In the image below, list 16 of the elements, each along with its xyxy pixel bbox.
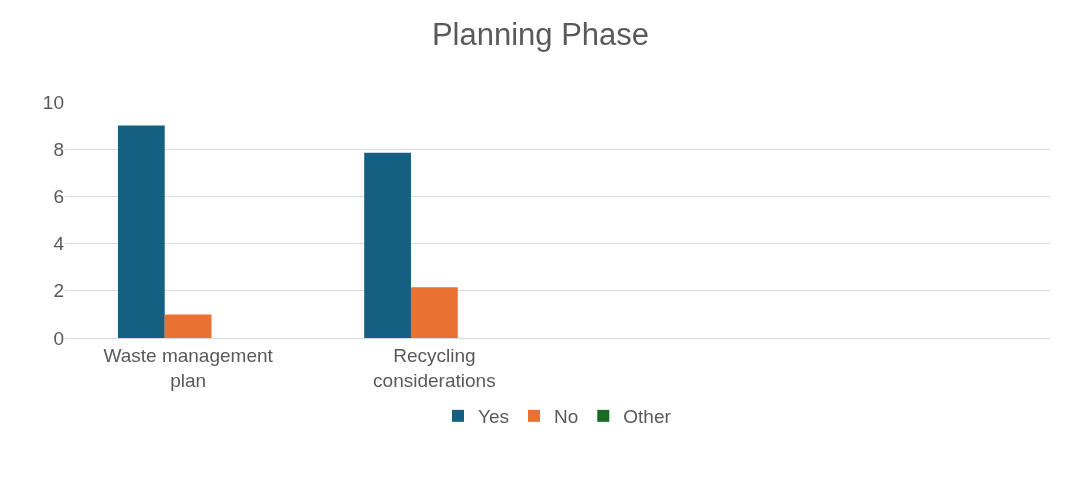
y-tick-label: 4 [53, 233, 65, 255]
y-tick-label: 8 [53, 138, 64, 160]
chart-title: Planning Phase [431, 17, 650, 53]
y-tick-label: 2 [53, 280, 64, 302]
legend-label: Yes [478, 406, 509, 428]
y-tick-label: 0 [53, 327, 64, 349]
bar [410, 287, 458, 338]
bar [117, 125, 165, 338]
bar [164, 314, 212, 338]
bar [364, 152, 411, 338]
legend-label: No [554, 406, 579, 428]
x-tick-label: Waste management plan [103, 344, 274, 391]
legend-label: Other [623, 406, 672, 428]
y-tick-label: 6 [53, 186, 64, 208]
y-tick-label: 10 [42, 91, 64, 113]
x-tick-label: Recycling considerations [373, 344, 496, 391]
